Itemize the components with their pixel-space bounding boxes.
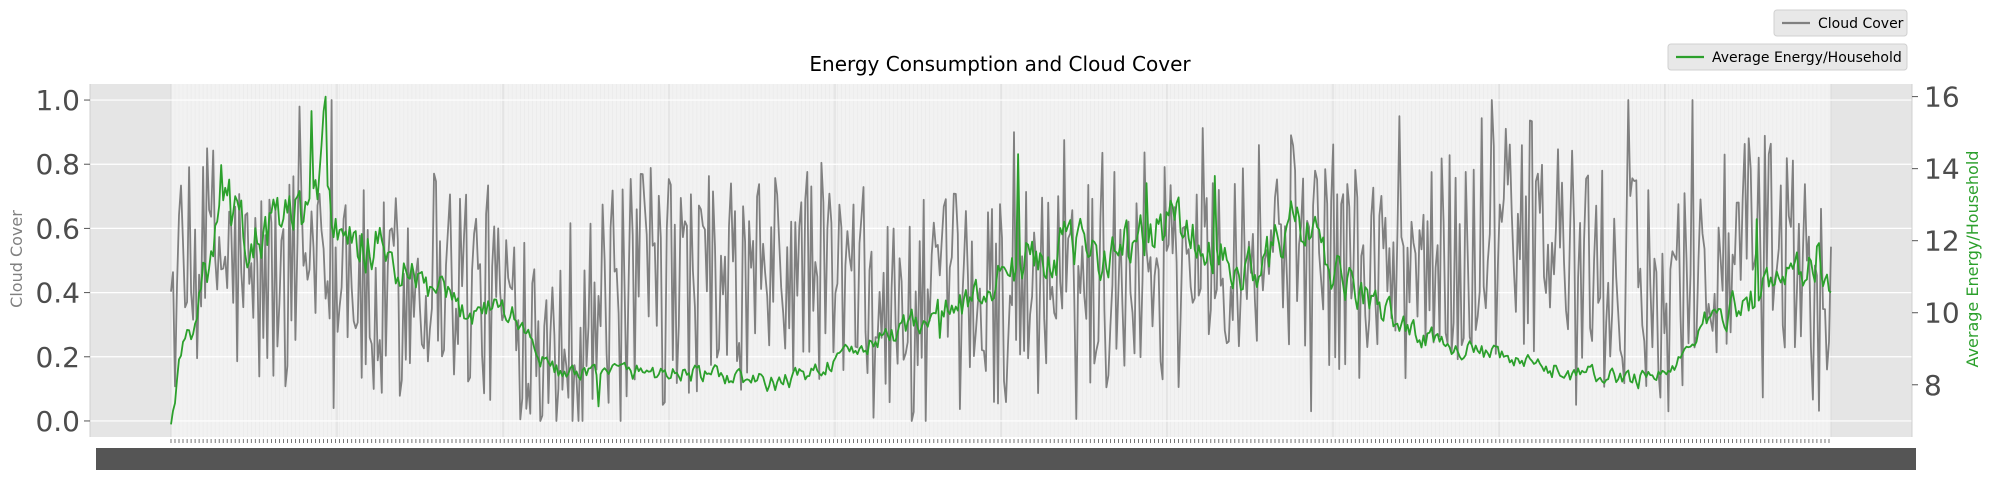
y-axis-right-ticks: 8 10 12 14 16 xyxy=(1912,81,1960,402)
legend-entry-average-energy: Average Energy/Household xyxy=(1667,43,1908,71)
y-left-tick-label: 0.0 xyxy=(35,405,80,438)
y-left-tick-label: 0.6 xyxy=(35,212,80,245)
legend-label-average-energy: Average Energy/Household xyxy=(1712,50,1902,66)
legend-box xyxy=(1667,43,1908,71)
y-right-tick-label: 10 xyxy=(1924,297,1960,330)
plot-area xyxy=(89,84,1913,437)
series-line-average-energy xyxy=(170,95,1832,425)
y-left-tick-label: 0.2 xyxy=(35,341,80,374)
y-right-tick-label: 12 xyxy=(1924,225,1960,258)
y-left-tick-label: 0.8 xyxy=(35,148,80,181)
legend-entry-cloud-cover: Cloud Cover xyxy=(1773,9,1908,37)
major-vertical-gridlines xyxy=(170,84,1832,437)
y-axis-left-label: Cloud Cover xyxy=(7,210,26,308)
y-axis-left-ticks: 0.0 0.2 0.4 0.6 0.8 1.0 xyxy=(35,84,90,438)
x-axis-ticks xyxy=(96,439,1916,470)
chart-title: Energy Consumption and Cloud Cover xyxy=(809,52,1191,76)
y-right-tick-label: 14 xyxy=(1924,153,1960,186)
y-axis-right-label: Average Energy/Household xyxy=(1963,151,1982,368)
x-tick-marks xyxy=(170,439,1830,443)
series-line-cloud-cover xyxy=(170,99,1832,422)
x-tick-labels-overlapped xyxy=(96,448,1916,470)
y-right-tick-label: 16 xyxy=(1924,81,1960,114)
y-left-tick-label: 0.4 xyxy=(35,277,80,310)
legend-label-cloud-cover: Cloud Cover xyxy=(1818,16,1904,32)
y-left-tick-label: 1.0 xyxy=(35,84,80,117)
y-right-tick-label: 8 xyxy=(1924,369,1942,402)
legend-box xyxy=(1773,9,1908,37)
